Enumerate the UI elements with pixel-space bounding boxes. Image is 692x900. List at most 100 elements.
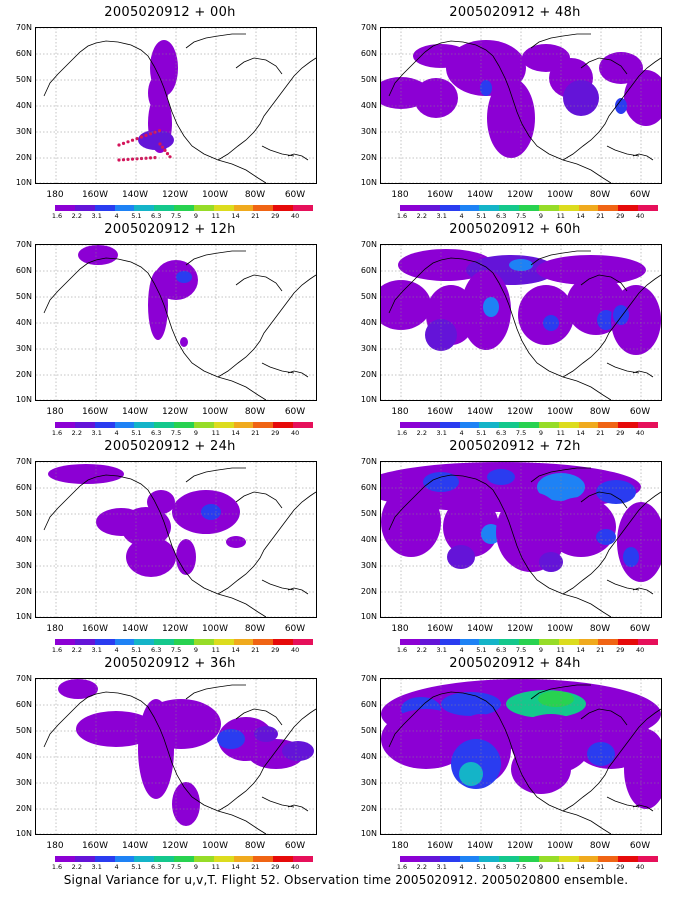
colorbar-label: 2.2	[416, 863, 427, 871]
lon-tick-label: 60W	[284, 841, 306, 851]
colorbar-label: 40	[635, 646, 645, 654]
colorbar-segment	[400, 639, 420, 645]
panel-title: 2005020912 + 84h	[449, 656, 581, 671]
colorbar-segment	[638, 422, 658, 428]
colorbar-label: 7.5	[515, 863, 527, 871]
colorbar-labels: 1.6 2.2 3.1 4 5.1 6.3 7.5 9 11 14 21 29 40	[42, 212, 322, 221]
colorbar-label: 5.1	[476, 429, 487, 437]
colorbar-label: 29	[271, 429, 280, 437]
lat-tick-label: 20N	[15, 370, 32, 379]
colorbar-label: 4	[114, 429, 119, 437]
colorbar-segment	[439, 639, 460, 645]
variance-contour	[425, 319, 457, 351]
map-plot	[35, 461, 317, 618]
colorbar-segment	[578, 205, 599, 211]
colorbar-label: 7.5	[170, 429, 182, 437]
colorbar-segment	[193, 856, 214, 862]
colorbar-label: 14	[231, 646, 240, 654]
panel-84h: 2005020912 + 84h 70N 60N 50N 40N 30N 20N 10N 18…	[345, 656, 685, 871]
lat-tick-label: 30N	[15, 561, 32, 570]
variance-contour	[509, 259, 533, 271]
lat-tick-label: 40N	[15, 101, 32, 110]
lon-tick-label: 120W	[506, 841, 534, 851]
colorbar-label: 40	[290, 646, 300, 654]
colorbar-label: 2.2	[71, 863, 82, 871]
colorbar-label: 7.5	[515, 429, 527, 437]
lat-tick-label: 20N	[15, 587, 32, 596]
variance-contour	[282, 741, 314, 761]
map-plot	[380, 244, 662, 401]
colorbar-segment	[74, 639, 95, 645]
colorbar-segment	[134, 422, 155, 428]
colorbar-label: 14	[231, 429, 240, 437]
lat-tick-label: 30N	[360, 344, 377, 353]
lat-tick-label: 50N	[360, 509, 377, 518]
lon-tick-label: 80W	[589, 190, 611, 200]
colorbar-segment	[578, 856, 599, 862]
map-plot	[35, 27, 317, 184]
map-plot	[380, 678, 662, 835]
colorbar-segment	[233, 856, 254, 862]
lat-tick-label: 70N	[360, 674, 377, 683]
variance-contour	[126, 537, 176, 577]
colorbar-labels: 1.6 2.2 3.1 4 5.1 6.3 7.5 9 11 14 21 29 40	[387, 646, 667, 655]
colorbar-label: 3.1	[436, 863, 447, 871]
lat-tick-label: 60N	[360, 266, 377, 275]
variance-contour	[518, 285, 574, 345]
panel-title: 2005020912 + 48h	[449, 5, 581, 20]
colorbar-label: 2.2	[416, 646, 427, 654]
lat-tick-label: 40N	[360, 318, 377, 327]
lat-tick-label: 10N	[15, 395, 32, 404]
lat-tick-label: 20N	[15, 804, 32, 813]
colorbar-segment	[519, 856, 539, 862]
lon-tick-label: 180	[391, 624, 409, 634]
colorbar-segment	[499, 205, 520, 211]
colorbar-segment	[273, 856, 294, 862]
lat-tick-label: 10N	[360, 829, 377, 838]
colorbar-segment	[578, 639, 599, 645]
colorbar-segment	[154, 205, 175, 211]
lon-tick-label: 100W	[201, 841, 229, 851]
colorbar-segment	[94, 856, 115, 862]
lon-tick-label: 140W	[466, 190, 494, 200]
lat-tick-label: 60N	[15, 49, 32, 58]
lon-tick-label: 80W	[589, 407, 611, 417]
colorbar-segment	[174, 205, 194, 211]
lat-tick-label: 10N	[360, 178, 377, 187]
colorbar-label: 7.5	[170, 863, 182, 871]
lat-tick-label: 40N	[15, 535, 32, 544]
colorbar-label: 21	[251, 863, 260, 871]
colorbar-segment	[55, 422, 75, 428]
map-field	[381, 28, 661, 183]
panel-title: 2005020912 + 72h	[449, 439, 581, 454]
colorbar-segment	[519, 205, 539, 211]
variance-contour	[487, 469, 515, 485]
variance-contour	[147, 490, 175, 514]
lon-tick-label: 160W	[426, 624, 454, 634]
colorbar-segment	[74, 205, 95, 211]
colorbar-segment	[439, 422, 460, 428]
colorbar-label: 5.1	[131, 646, 142, 654]
observation-point	[121, 141, 126, 145]
colorbar-label: 9	[193, 212, 198, 220]
variance-contour	[538, 691, 574, 707]
map-field	[381, 462, 661, 617]
colorbar-label: 29	[616, 212, 625, 220]
colorbar-segment	[618, 205, 639, 211]
colorbar-segment	[55, 856, 75, 862]
colorbar-segment	[479, 422, 500, 428]
panel-12h: 2005020912 + 12h 70N 60N 50N 40N 30N 20N 10N 18…	[0, 222, 340, 437]
lon-tick-label: 100W	[201, 407, 229, 417]
lon-tick-label: 160W	[81, 624, 109, 634]
colorbar-segment	[479, 856, 500, 862]
colorbar-label: 14	[576, 646, 585, 654]
map-plot	[380, 461, 662, 618]
coastline	[388, 33, 661, 183]
lat-tick-label: 70N	[360, 240, 377, 249]
colorbar-label: 40	[635, 863, 645, 871]
colorbar-segment	[94, 205, 115, 211]
lat-tick-label: 30N	[360, 561, 377, 570]
colorbar-label: 4	[459, 429, 464, 437]
colorbar-label: 9	[193, 863, 198, 871]
colorbar-label: 4	[114, 646, 119, 654]
